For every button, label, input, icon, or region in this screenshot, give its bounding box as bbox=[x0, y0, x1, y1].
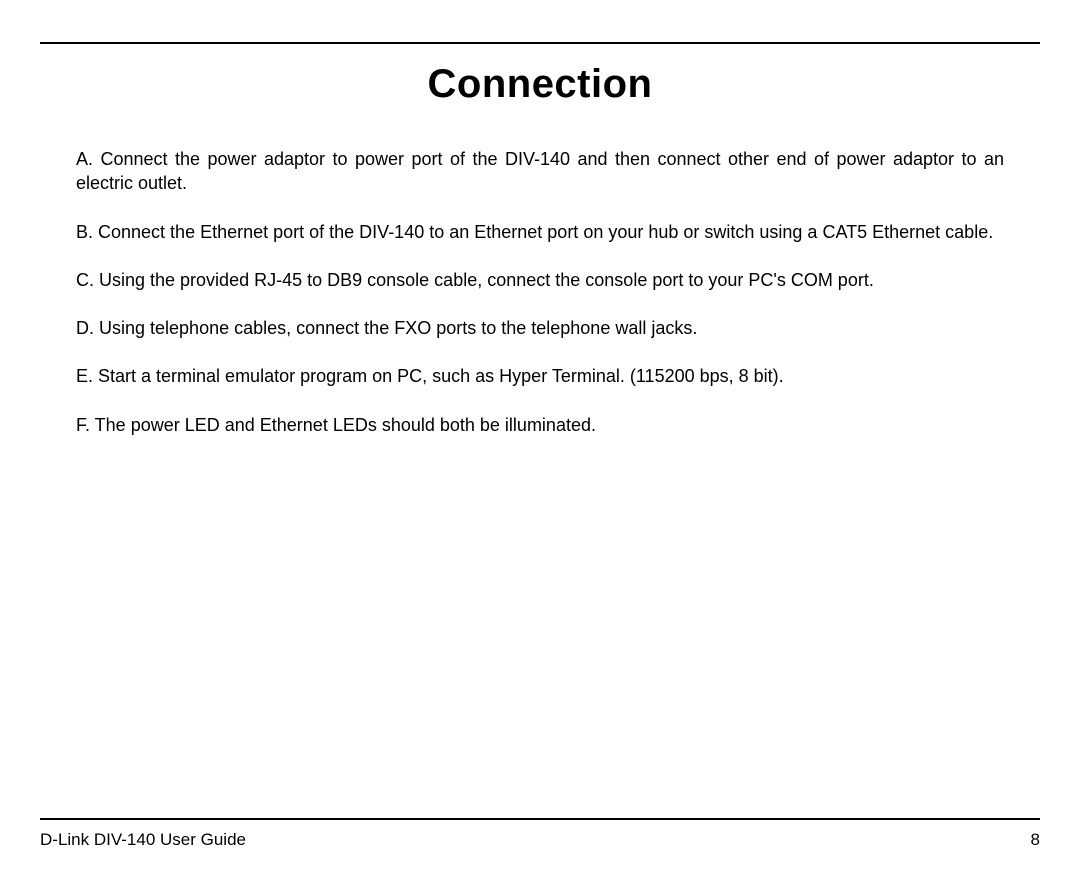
step-d: D. Using telephone cables, connect the F… bbox=[76, 316, 1004, 340]
top-rule bbox=[40, 42, 1040, 44]
step-c: C. Using the provided RJ-45 to DB9 conso… bbox=[76, 268, 1004, 292]
footer-line: D-Link DIV-140 User Guide 8 bbox=[40, 830, 1040, 850]
page: Connection A. Connect the power adaptor … bbox=[0, 42, 1080, 876]
page-number: 8 bbox=[1031, 830, 1040, 850]
page-title: Connection bbox=[40, 62, 1040, 107]
footer-left: D-Link DIV-140 User Guide bbox=[40, 830, 246, 850]
step-f: F. The power LED and Ethernet LEDs shoul… bbox=[76, 413, 1004, 437]
footer: D-Link DIV-140 User Guide 8 bbox=[40, 818, 1040, 850]
bottom-rule bbox=[40, 818, 1040, 820]
step-a: A. Connect the power adaptor to power po… bbox=[76, 147, 1004, 196]
body-text: A. Connect the power adaptor to power po… bbox=[40, 147, 1040, 437]
step-b: B. Connect the Ethernet port of the DIV-… bbox=[76, 220, 1004, 244]
step-e: E. Start a terminal emulator program on … bbox=[76, 364, 1004, 388]
